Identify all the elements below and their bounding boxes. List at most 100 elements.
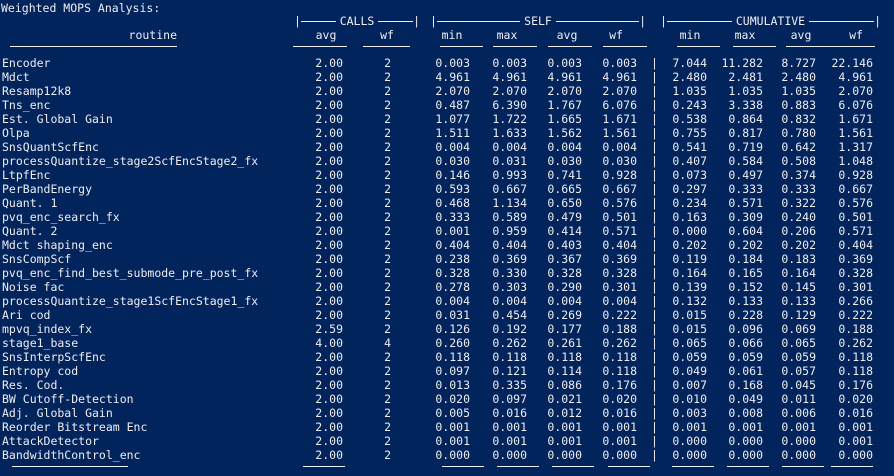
column-header-cumulative-wf: wf	[849, 28, 863, 42]
cell-cum-min: 7.044	[672, 56, 707, 70]
column-separator: |	[651, 406, 658, 420]
cell-cum-max: 0.152	[728, 280, 763, 294]
cell-cum-wf: 6.076	[838, 98, 873, 112]
cell-cum-min: 0.139	[672, 280, 707, 294]
cell-cum-wf: 0.118	[838, 350, 873, 364]
cell-calls-wf: 2	[384, 210, 391, 224]
table-row: Mdct shaping_enc 2.00 2 0.404 0.404 0.403 0.40…	[0, 238, 894, 252]
column-header-calls-wf: wf	[380, 28, 394, 42]
cell-routine: Quant. 1	[2, 196, 58, 210]
cell-routine: Res. Cod.	[2, 378, 65, 392]
cell-calls-wf: 2	[384, 168, 391, 182]
cell-self-max: 0.001	[492, 420, 527, 434]
table-row: Quant. 2 2.00 2 0.001 0.959 0.414 0.571 0.000 0.…	[0, 224, 894, 238]
cell-calls-avg: 2.00	[315, 392, 343, 406]
table-row: SnsCompScf 2.00 2 0.238 0.369 0.367 0.369 0.119…	[0, 252, 894, 266]
cell-routine: Resamp12k8	[2, 84, 72, 98]
cell-self-min: 0.118	[435, 350, 470, 364]
cell-self-wf: 0.188	[602, 322, 637, 336]
cell-cum-avg: 0.202	[781, 238, 816, 252]
analysis-title: Weighted MOPS Analysis:	[1, 1, 161, 15]
cell-calls-wf: 2	[384, 392, 391, 406]
cell-routine: Ari cod	[2, 308, 51, 322]
group-border-pipe: |	[874, 14, 881, 28]
cell-self-min: 0.004	[435, 294, 470, 308]
cell-self-avg: 0.021	[547, 392, 582, 406]
cell-self-min: 0.260	[435, 336, 470, 350]
cell-self-min: 1.077	[435, 112, 470, 126]
cell-self-avg: 1.665	[547, 112, 582, 126]
cell-self-max: 0.004	[492, 294, 527, 308]
cell-self-max: 0.993	[492, 168, 527, 182]
cell-cum-max: 0.165	[728, 266, 763, 280]
cell-cum-avg: 0.000	[781, 434, 816, 448]
cell-calls-wf: 2	[384, 294, 391, 308]
cell-self-max: 0.031	[492, 154, 527, 168]
column-separator: |	[651, 224, 658, 238]
cell-self-max: 1.134	[492, 196, 527, 210]
cell-cum-min: 0.132	[672, 294, 707, 308]
cell-calls-wf: 2	[384, 112, 391, 126]
cell-self-wf: 0.667	[602, 182, 637, 196]
cell-self-max: 1.722	[492, 112, 527, 126]
cell-cum-avg: 0.133	[781, 294, 816, 308]
cell-self-wf: 0.118	[602, 364, 637, 378]
underline-segment	[440, 46, 483, 47]
cell-self-avg: 0.261	[547, 336, 582, 350]
cell-self-min: 0.001	[435, 420, 470, 434]
cell-self-wf: 0.571	[602, 224, 637, 238]
cell-cum-max: 0.059	[728, 350, 763, 364]
cell-self-max: 2.070	[492, 84, 527, 98]
cell-self-max: 0.001	[492, 434, 527, 448]
cell-cum-max: 0.061	[728, 364, 763, 378]
column-separator: |	[651, 252, 658, 266]
cell-self-avg: 0.290	[547, 280, 582, 294]
cell-cum-wf: 0.667	[838, 182, 873, 196]
cell-calls-wf: 2	[384, 126, 391, 140]
cell-self-wf: 0.576	[602, 196, 637, 210]
underline-segment	[293, 46, 347, 47]
cell-self-min: 0.328	[435, 266, 470, 280]
cell-calls-avg: 2.00	[315, 308, 343, 322]
cell-self-avg: 1.562	[547, 126, 582, 140]
column-separator: |	[651, 280, 658, 294]
cell-routine: stage1_base	[2, 336, 79, 350]
cell-calls-avg: 2.00	[315, 196, 343, 210]
cell-cum-wf: 2.070	[838, 84, 873, 98]
cell-self-min: 0.001	[435, 224, 470, 238]
table-row: processQuantize_stage1ScfEncStage1_fx 2.0…	[0, 294, 894, 308]
cell-self-max: 1.633	[492, 126, 527, 140]
underline-segment	[727, 466, 769, 467]
cell-cum-wf: 0.118	[838, 364, 873, 378]
underline-segment	[493, 46, 537, 47]
cell-routine: BandwidthControl_enc	[2, 448, 141, 462]
cell-self-max: 0.000	[492, 448, 527, 462]
cell-self-wf: 0.016	[602, 406, 637, 420]
cell-cum-max: 0.049	[728, 392, 763, 406]
group-header-label: CUMULATIVE	[735, 14, 806, 28]
cell-routine: Encoder	[2, 56, 51, 70]
cell-routine: mpvq_index_fx	[2, 322, 93, 336]
underline-segment	[363, 46, 410, 47]
underline-segment	[677, 46, 720, 47]
cell-calls-wf: 2	[384, 140, 391, 154]
cell-calls-wf: 2	[384, 434, 391, 448]
cell-self-wf: 0.369	[602, 252, 637, 266]
underline-segment	[608, 466, 650, 467]
cell-cum-max: 3.338	[728, 98, 763, 112]
cell-self-avg: 0.414	[547, 224, 582, 238]
cell-self-max: 6.390	[492, 98, 527, 112]
cell-calls-wf: 2	[384, 154, 391, 168]
cell-self-avg: 0.665	[547, 182, 582, 196]
cell-cum-avg: 0.780	[781, 126, 816, 140]
cell-self-min: 0.005	[435, 406, 470, 420]
column-separator: |	[651, 196, 658, 210]
column-header-cumulative-max: max	[734, 28, 756, 42]
cell-self-avg: 0.001	[547, 420, 582, 434]
cell-cum-wf: 0.928	[838, 168, 873, 182]
cell-cum-wf: 0.369	[838, 252, 873, 266]
group-header-rule	[378, 21, 414, 22]
cell-routine: AttackDetector	[2, 434, 99, 448]
cell-cum-wf: 0.404	[838, 238, 873, 252]
cell-self-avg: 0.086	[547, 378, 582, 392]
